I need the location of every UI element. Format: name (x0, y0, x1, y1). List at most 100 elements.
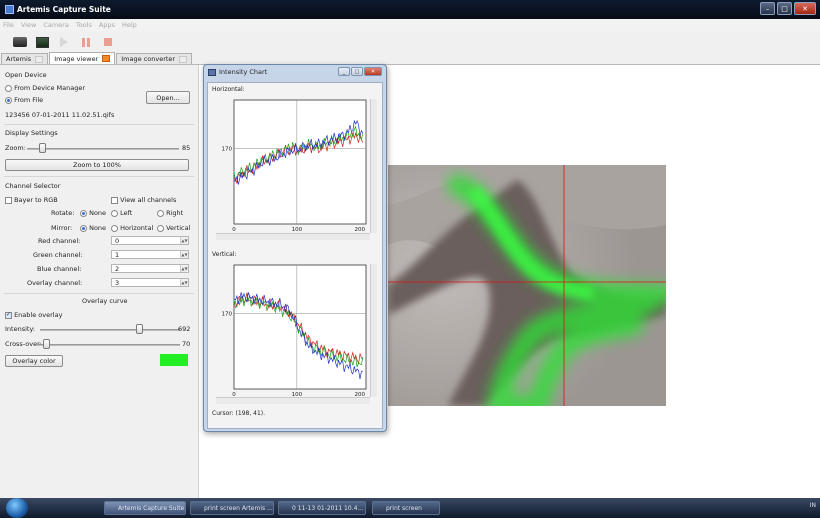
overlay-color-swatch[interactable] (160, 354, 188, 366)
menu-camera[interactable]: Camera (43, 21, 69, 29)
x-tick-label: 200 (354, 392, 365, 398)
tab-artemis[interactable]: Artemis (1, 53, 49, 64)
menu-apps[interactable]: Apps (98, 21, 115, 29)
spin-arrows-icon[interactable]: ▲▼ (180, 251, 188, 258)
spin-arrows-icon[interactable]: ▲▼ (180, 279, 188, 286)
tab-label: Image viewer (54, 54, 99, 63)
tab-label: Image converter (121, 55, 176, 63)
play-button[interactable] (56, 35, 72, 49)
radio-icon (111, 224, 118, 232)
mirror-horizontal-option[interactable]: Horizontal (111, 224, 153, 232)
window-controls: – □ ✕ (760, 2, 816, 15)
rotate-right-option[interactable]: Right (157, 209, 183, 217)
y-tick-label: 170 (222, 147, 233, 153)
camera-button[interactable] (12, 35, 28, 49)
image-button[interactable] (34, 35, 50, 49)
divider (4, 124, 194, 125)
start-button[interactable] (6, 498, 28, 518)
intensity-slider[interactable] (40, 329, 180, 331)
vertical-chart-vscrollbar[interactable] (370, 264, 377, 397)
pause-button[interactable] (78, 35, 94, 49)
zoom-slider-handle[interactable] (38, 143, 46, 153)
menu-tools[interactable]: Tools (75, 21, 92, 29)
horizontal-chart-vscrollbar[interactable] (370, 99, 377, 233)
overlay-channel-input[interactable]: 3 ▲▼ (111, 278, 189, 287)
radio-icon (5, 84, 12, 92)
taskbar: Artemis Capture Suite print screen Artem… (0, 498, 820, 518)
microscope-image[interactable] (388, 165, 666, 406)
mirror-horizontal-label: Horizontal (120, 224, 154, 232)
chart-maximize-button[interactable]: □ (351, 67, 363, 76)
red-channel-value: 0 (115, 236, 120, 245)
red-channel-input[interactable]: 0 ▲▼ (111, 236, 189, 245)
menu-view[interactable]: View (20, 21, 37, 29)
chart-window-controls: _ □ ✕ (338, 67, 382, 76)
tab-close-icon[interactable] (102, 55, 111, 62)
stop-button[interactable] (100, 35, 116, 49)
taskbar-item-print-screen-artemis[interactable]: print screen Artemis ... (190, 501, 274, 515)
chart-window-icon (208, 68, 216, 76)
minimize-button[interactable]: – (760, 2, 775, 15)
intensity-chart-titlebar[interactable]: Intensity Chart (208, 68, 267, 76)
overlay-color-button[interactable]: Overlay color (5, 355, 63, 367)
view-all-channels-checkbox[interactable]: View all channels (111, 196, 176, 204)
tab-label: Artemis (6, 55, 32, 63)
divider (4, 176, 194, 177)
vertical-label: Vertical: (212, 251, 237, 258)
overlay-channel-label: Overlay channel: (27, 279, 83, 287)
green-channel-input[interactable]: 1 ▲▼ (111, 250, 189, 259)
window-title: Artemis Capture Suite (17, 5, 111, 14)
rotate-none-label: None (89, 209, 107, 217)
spin-arrows-icon[interactable]: ▲▼ (180, 265, 188, 272)
spin-arrows-icon[interactable]: ▲▼ (180, 237, 188, 244)
crossover-slider[interactable] (36, 344, 180, 346)
image-icon (35, 36, 49, 48)
taskbar-item-artemis[interactable]: Artemis Capture Suite (104, 501, 186, 515)
tab-close-icon[interactable] (179, 55, 188, 63)
pause-icon (82, 37, 90, 47)
radio-icon (157, 209, 164, 217)
taskbar-item-print-screen[interactable]: print screen (372, 501, 440, 515)
zoom-slider[interactable] (27, 148, 179, 150)
filename-text: 123456 07-01-2011 11.02.51.qifs (5, 111, 115, 119)
taskbar-item-image-file[interactable]: 0 11-13 01-2011 10.4... (278, 501, 366, 515)
from-file-option[interactable]: From File (5, 96, 43, 104)
enable-overlay-checkbox[interactable]: Enable overlay (5, 311, 62, 319)
intensity-slider-handle[interactable] (135, 324, 143, 334)
toolbar (0, 31, 820, 53)
mirror-none-option[interactable]: None (80, 224, 106, 232)
x-tick-label: 200 (354, 227, 365, 233)
vertical-chart-hscrollbar[interactable] (216, 397, 370, 404)
tab-bar: Artemis Image viewer Image converter (0, 52, 820, 65)
tab-close-icon[interactable] (35, 55, 44, 63)
menu-help[interactable]: Help (121, 21, 137, 29)
horizontal-chart-hscrollbar[interactable] (216, 233, 370, 240)
maximize-button[interactable]: □ (777, 2, 792, 15)
rotate-none-option[interactable]: None (80, 209, 106, 217)
tab-image-viewer[interactable]: Image viewer (49, 52, 116, 64)
open-button[interactable]: Open... (146, 91, 190, 104)
rotate-right-label: Right (166, 209, 184, 217)
radio-icon (80, 209, 87, 217)
blue-channel-input[interactable]: 2 ▲▼ (111, 264, 189, 273)
view-all-channels-label: View all channels (120, 196, 177, 204)
bayer-to-rgb-checkbox[interactable]: Bayer to RGB (5, 196, 58, 204)
zoom-to-100-button[interactable]: Zoom to 100% (5, 159, 189, 171)
crossover-slider-handle[interactable] (42, 339, 50, 349)
intensity-chart-window[interactable]: Intensity Chart _ □ ✕ Horizontal: 170 0 10… (203, 64, 387, 432)
chart-minimize-button[interactable]: _ (338, 67, 350, 76)
from-device-manager-option[interactable]: From Device Manager (5, 84, 85, 92)
language-indicator[interactable]: IN (809, 502, 816, 509)
checkbox-icon (111, 196, 118, 204)
from-device-manager-label: From Device Manager (14, 84, 86, 92)
menu-file[interactable]: File (3, 21, 14, 29)
close-button[interactable]: ✕ (794, 2, 816, 15)
rotate-left-option[interactable]: Left (111, 209, 132, 217)
tab-image-converter[interactable]: Image converter (116, 53, 193, 64)
mirror-vertical-option[interactable]: Vertical (157, 224, 190, 232)
chart-close-button[interactable]: ✕ (364, 67, 382, 76)
channel-selector-heading: Channel Selector (5, 182, 61, 190)
mirror-none-label: None (89, 224, 107, 232)
display-settings-heading: Display Settings (5, 129, 58, 137)
radio-icon (157, 224, 164, 232)
